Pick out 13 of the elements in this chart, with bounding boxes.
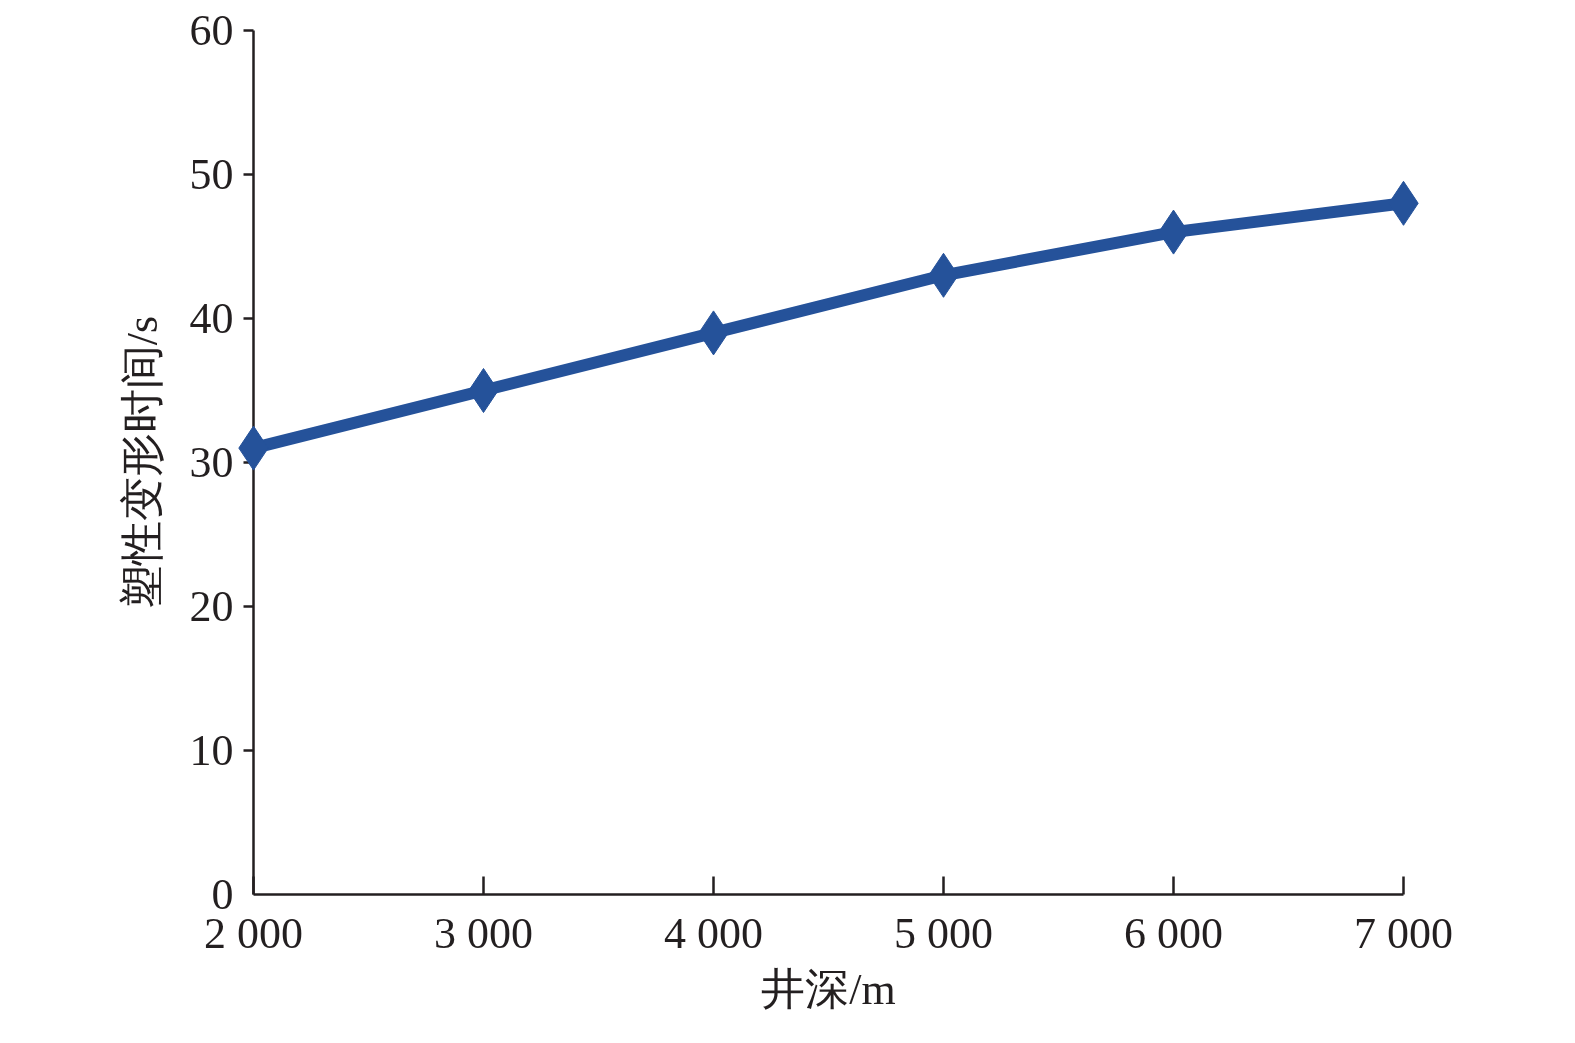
y-tick-label: 50 [189, 150, 234, 199]
y-tick-label: 10 [189, 726, 234, 775]
y-tick-label: 60 [189, 6, 234, 55]
x-tick-label: 3 000 [434, 908, 533, 958]
x-tick-label: 6 000 [1124, 908, 1223, 958]
x-tick-label: 7 000 [1354, 908, 1453, 958]
y-tick-label: 20 [189, 582, 234, 631]
x-axis-title: 井深/m [761, 964, 896, 1014]
y-axis-title: 塑性变形时间/s [117, 315, 167, 610]
y-tick-label: 40 [189, 294, 234, 343]
x-tick-label: 5 000 [894, 908, 993, 958]
y-tick-label: 30 [189, 438, 234, 487]
x-tick-label: 4 000 [664, 908, 763, 958]
